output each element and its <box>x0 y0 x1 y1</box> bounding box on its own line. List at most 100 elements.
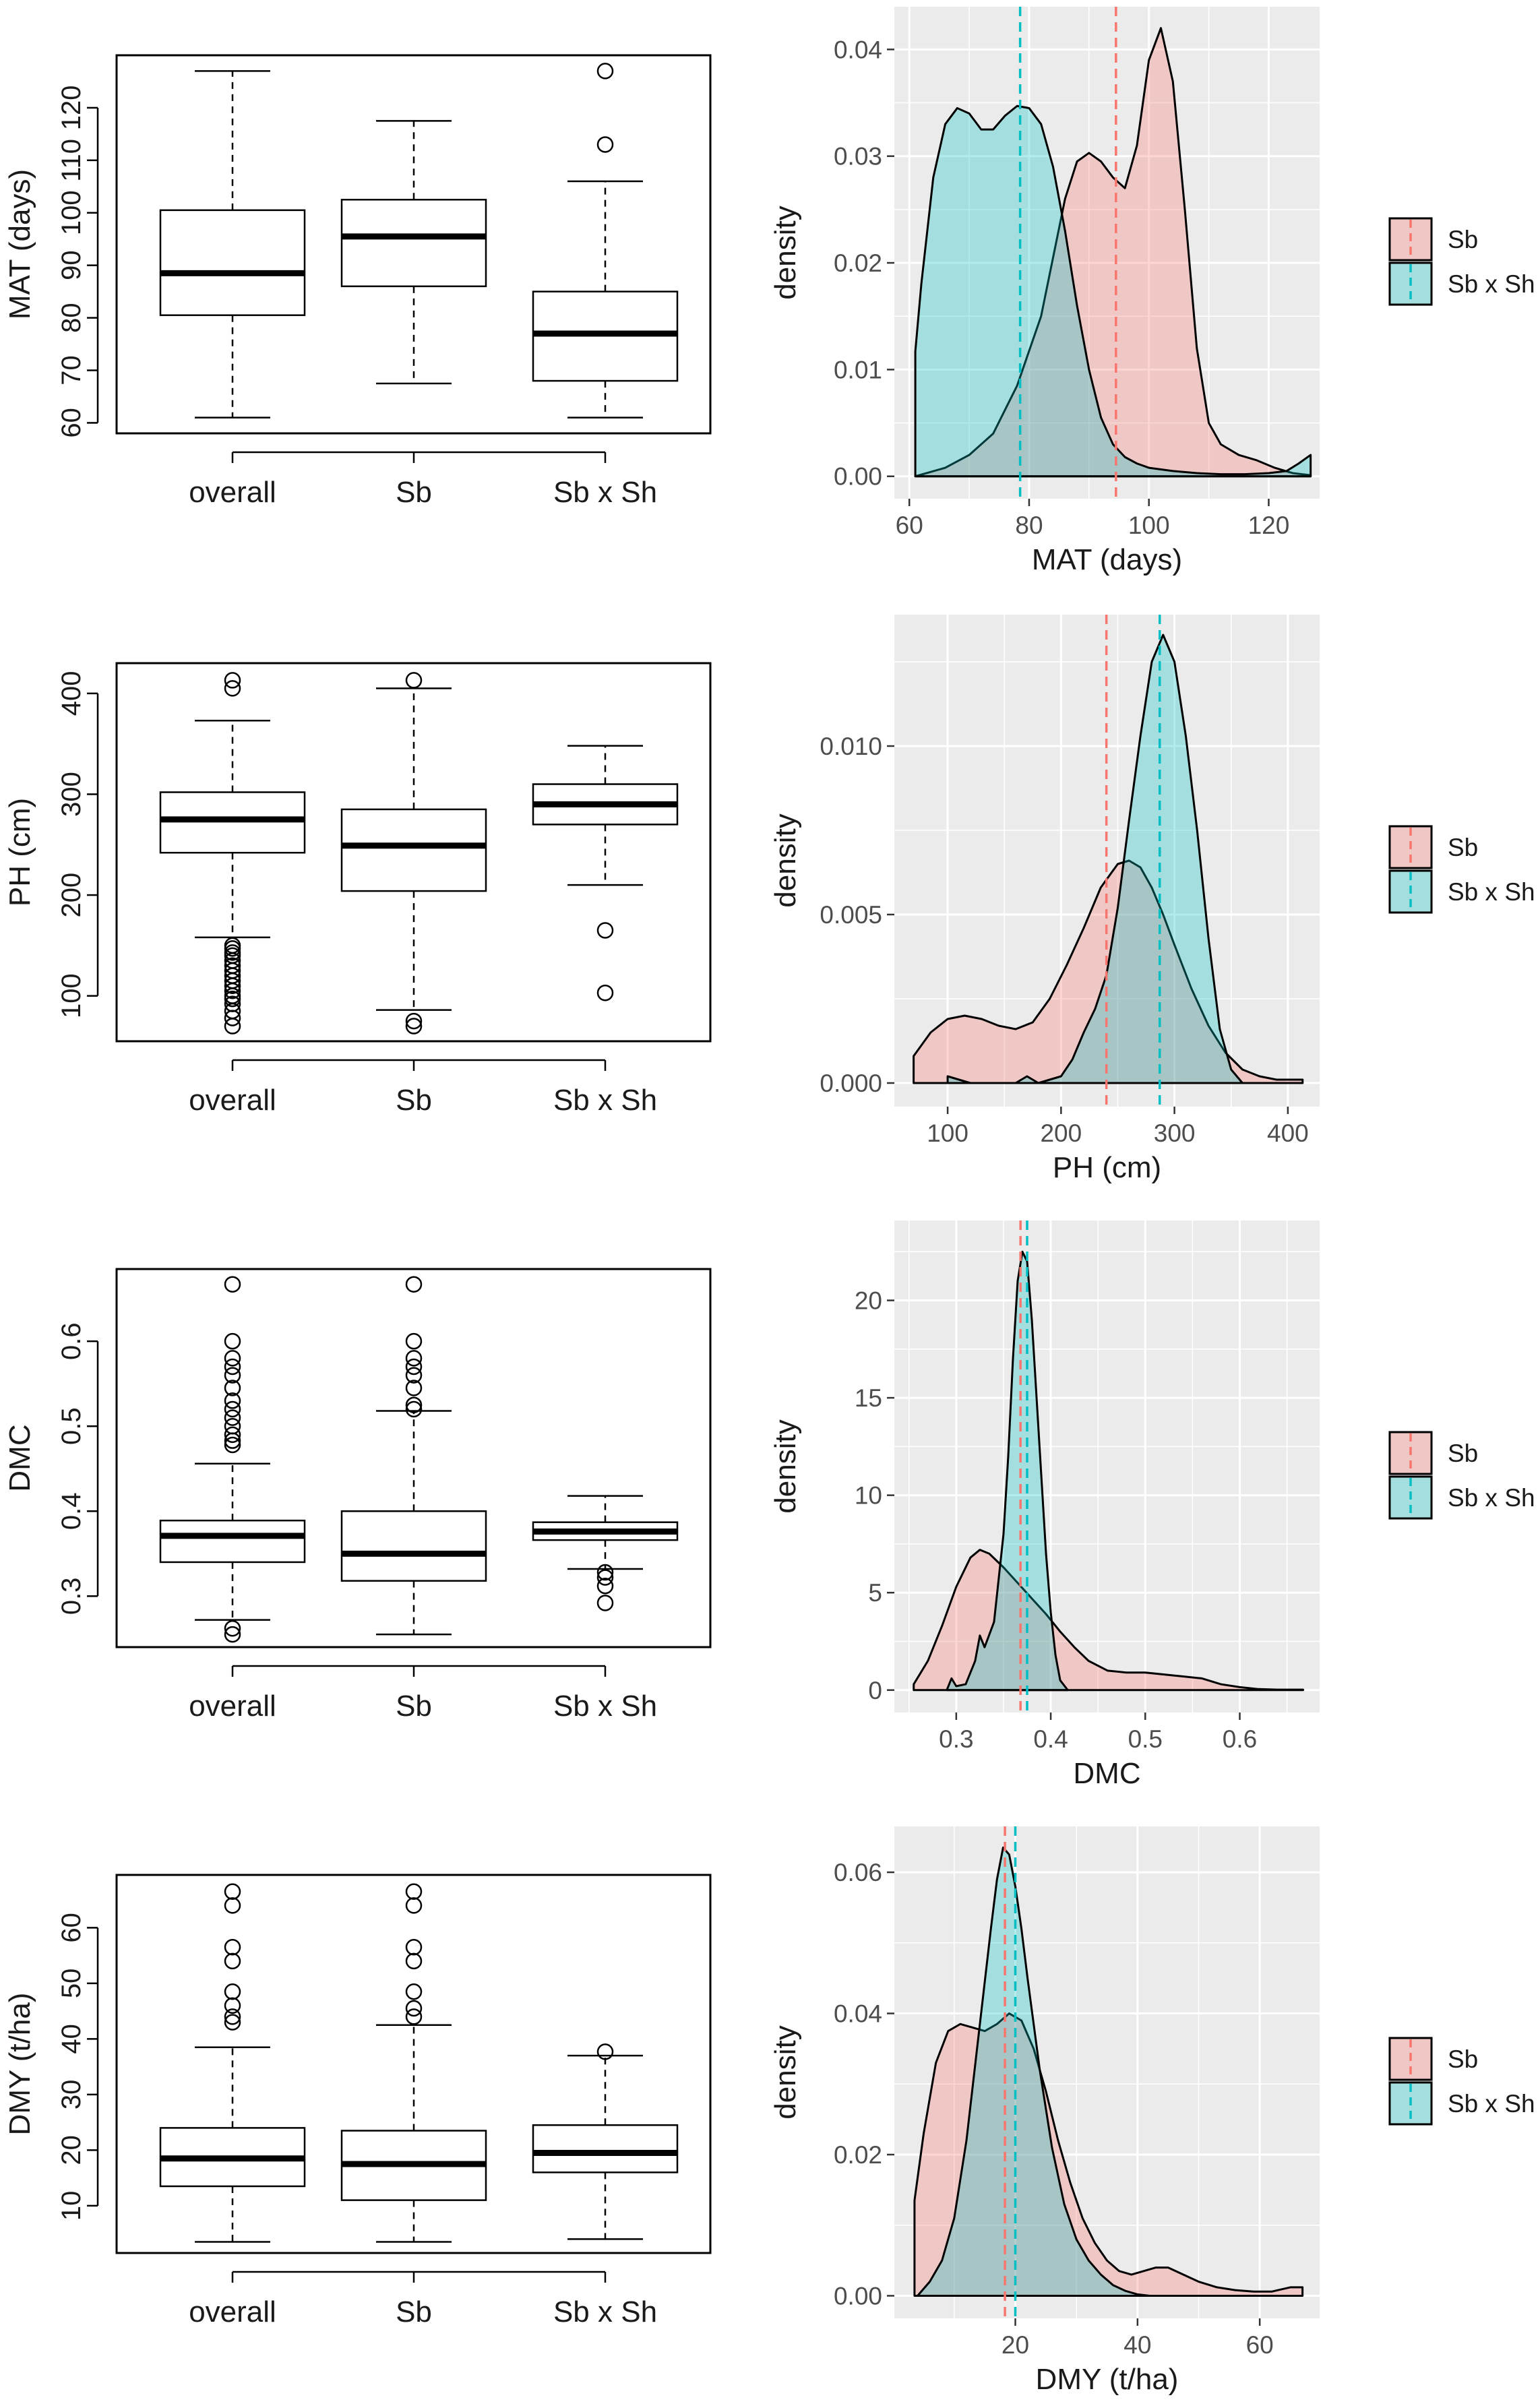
box-sb-x-sh <box>532 63 679 419</box>
y-axis-label: DMC <box>3 1424 36 1491</box>
outlier-point <box>224 1897 241 1914</box>
y-axis-label: density <box>769 1419 802 1513</box>
outlier-point <box>405 1012 423 1030</box>
density-area-sb-x-sh <box>916 1846 1151 2297</box>
outlier-point <box>596 984 614 1001</box>
legend: Sb Sb x Sh <box>1388 1431 1535 1520</box>
outlier-point <box>224 680 241 697</box>
x-tick-label: 100 <box>927 1119 968 1147</box>
y-tick-label: 200 <box>57 873 86 918</box>
x-tick-label: Sb <box>396 1690 432 1723</box>
y-tick-label: 120 <box>57 86 86 131</box>
y-tick-label: 100 <box>57 973 86 1018</box>
outlier-point <box>405 1883 423 1900</box>
x-tick-label: Sb <box>396 1084 432 1117</box>
y-tick-label: 20 <box>57 2135 86 2165</box>
y-tick-label: 0.02 <box>834 2141 882 2169</box>
outlier-point <box>405 1350 423 1367</box>
legend-key-sb-x-sh <box>1388 2081 1433 2126</box>
y-tick-label: 0.6 <box>57 1322 86 1360</box>
legend-key-sb-x-sh <box>1388 261 1433 306</box>
x-tick-label: 40 <box>1123 2331 1151 2359</box>
outlier-point <box>224 944 241 961</box>
y-axis-label: density <box>769 813 802 907</box>
outlier-point <box>405 2008 423 2025</box>
y-tick-label: 100 <box>57 190 86 235</box>
legend-label: Sb <box>1448 2045 1478 2073</box>
iqr-box <box>159 1519 306 1564</box>
y-tick-label: 50 <box>57 1969 86 1999</box>
outlier-point <box>224 1426 241 1444</box>
iqr-box <box>340 1510 487 1582</box>
legend: Sb Sb x Sh <box>1388 217 1535 306</box>
y-tick-label: 0.5 <box>57 1407 86 1445</box>
x-tick-label: 100 <box>1128 512 1170 539</box>
y-tick-label: 60 <box>57 1913 86 1943</box>
box-overall <box>159 1883 306 2243</box>
x-axis-label: DMY (t/ha) <box>1036 2363 1179 2396</box>
legend-label: Sb x Sh <box>1448 270 1535 298</box>
x-tick-label: overall <box>189 476 276 509</box>
outlier-point <box>596 2043 614 2060</box>
outlier-point <box>224 1392 241 1409</box>
outlier-point <box>405 1380 423 1396</box>
outlier-point <box>405 1276 423 1293</box>
legend-key-sb <box>1388 1431 1433 1475</box>
box-overall <box>159 70 306 419</box>
y-tick-label: 70 <box>57 355 86 385</box>
outlier-point <box>224 1332 241 1350</box>
y-tick-label: 0.04 <box>834 2000 882 2028</box>
legend-label: Sb x Sh <box>1448 1484 1535 1512</box>
outlier-point <box>224 1367 241 1384</box>
outlier-point <box>596 63 614 80</box>
y-tick-label: 0.00 <box>834 463 882 491</box>
x-tick-label: Sb <box>396 476 432 509</box>
y-tick-label: 0.005 <box>820 901 882 929</box>
x-tick-label: 60 <box>896 512 923 539</box>
legend-label: Sb <box>1448 226 1478 253</box>
y-tick-label: 110 <box>57 139 86 182</box>
legend-label: Sb <box>1448 1440 1478 1467</box>
outlier-point <box>405 1332 423 1350</box>
y-tick-label: 0.02 <box>834 249 882 277</box>
iqr-box <box>159 209 306 316</box>
outlier-point <box>224 1983 241 2000</box>
y-tick-label: 0.00 <box>834 2282 882 2310</box>
density-area-sb <box>913 2012 1304 2297</box>
x-tick-label: 120 <box>1248 512 1290 539</box>
legend: Sb Sb x Sh <box>1388 2037 1535 2126</box>
outlier-point <box>224 1997 241 2014</box>
outlier-point <box>224 1952 241 1970</box>
box-sb-x-sh <box>532 1495 679 1611</box>
y-tick-label: 0.3 <box>57 1578 86 1615</box>
box-plot-frame <box>115 54 712 435</box>
y-tick-label: 40 <box>57 2024 86 2054</box>
y-tick-label: 80 <box>57 303 86 333</box>
y-tick-label: 10 <box>855 1482 882 1510</box>
outlier-point <box>224 1350 241 1367</box>
outlier-point <box>405 1358 423 1376</box>
outlier-point <box>224 1276 241 1293</box>
x-tick-label: 0.3 <box>939 1725 973 1753</box>
density-area-sb-x-sh <box>914 104 1312 478</box>
box-plot-frame <box>115 662 712 1043</box>
x-tick-label: Sb x Sh <box>553 2295 657 2328</box>
outlier-point <box>405 1939 423 1956</box>
row-mat: 60 70 80 90 100 110 120 MAT (days) overall Sb Sb x… <box>3 7 1535 576</box>
y-tick-label: 400 <box>57 671 86 716</box>
outlier-point <box>596 1577 614 1595</box>
box-sb <box>340 120 487 385</box>
outlier-point <box>596 1564 614 1581</box>
y-axis-label: density <box>769 2025 802 2119</box>
y-tick-label: 60 <box>57 408 86 438</box>
x-axis-label: MAT (days) <box>1032 543 1182 576</box>
row-ph: 100 200 300 400 PH (cm) overall Sb Sb x Sh 100 20… <box>3 615 1535 1184</box>
x-tick-label: 60 <box>1246 2331 1274 2359</box>
x-tick-label: Sb x Sh <box>553 1084 657 1117</box>
outlier-point <box>224 1626 241 1643</box>
density-area-sb-x-sh <box>946 1250 1069 1692</box>
outlier-point <box>224 1417 241 1435</box>
iqr-box <box>340 199 487 288</box>
outlier-point <box>596 1569 614 1586</box>
